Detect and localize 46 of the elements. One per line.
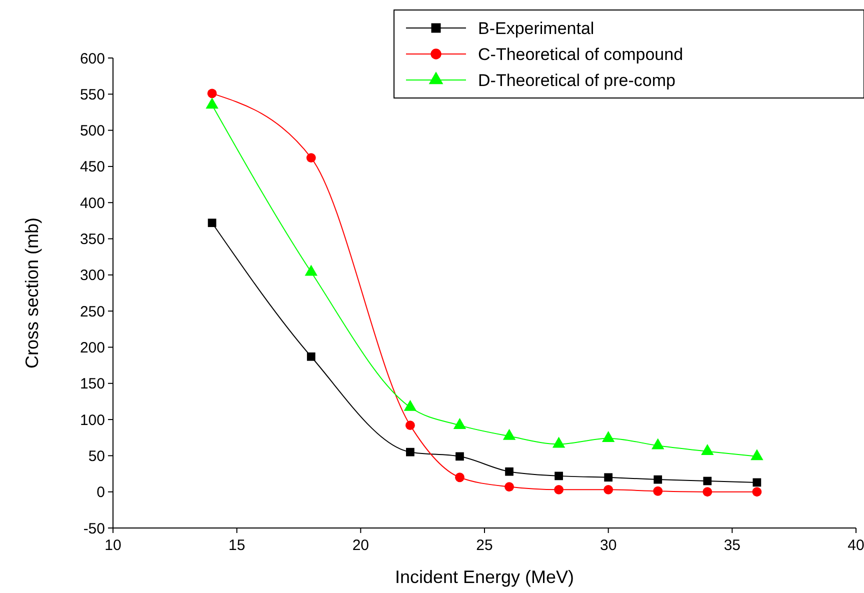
x-tick-label: 15 — [228, 537, 246, 554]
y-tick-label: 250 — [80, 303, 105, 320]
legend-label: C-Theoretical of compound — [478, 44, 684, 64]
x-tick-label: 30 — [600, 537, 617, 554]
point — [456, 452, 464, 461]
y-tick-label: 100 — [80, 412, 105, 429]
x-tick-label: 25 — [476, 537, 493, 554]
y-tick-label: 500 — [80, 122, 105, 140]
point — [455, 472, 464, 482]
point — [702, 487, 712, 497]
x-tick-label: 10 — [104, 537, 122, 554]
point — [752, 478, 762, 487]
point — [405, 420, 415, 430]
point — [406, 448, 414, 456]
point — [306, 153, 316, 162]
y-tick-label: 150 — [80, 376, 105, 393]
legend-label: B-Experimental — [478, 18, 594, 38]
x-tick-label: 20 — [352, 537, 370, 554]
y-tick-label: 0 — [96, 484, 105, 502]
y-axis-title: Cross section (mb) — [22, 217, 42, 369]
point — [703, 476, 712, 486]
point — [752, 487, 762, 497]
point — [554, 484, 564, 494]
point — [554, 472, 563, 480]
y-tick-label: 350 — [80, 231, 105, 248]
point — [306, 352, 316, 361]
y-tick-label: 450 — [80, 158, 105, 176]
y-tick-label: 400 — [80, 194, 105, 212]
point — [604, 473, 613, 482]
y-tick-label: 600 — [80, 50, 105, 68]
x-tick-label: 40 — [848, 537, 864, 554]
y-tick-label: 550 — [80, 86, 105, 104]
y-tick-label: -50 — [83, 520, 105, 538]
point — [207, 88, 217, 98]
point — [654, 475, 662, 484]
point — [208, 218, 216, 228]
x-axis-title: Incident Energy (MeV) — [394, 567, 574, 587]
point — [505, 467, 514, 476]
legend-label: D-Theoretical of pre-comp — [478, 70, 676, 90]
point — [504, 482, 514, 492]
y-tick-label: 200 — [80, 339, 105, 356]
x-tick-label: 35 — [724, 537, 741, 554]
point — [604, 484, 614, 494]
y-tick-label: 300 — [80, 267, 105, 284]
y-tick-label: 50 — [88, 448, 105, 465]
point — [653, 486, 663, 496]
